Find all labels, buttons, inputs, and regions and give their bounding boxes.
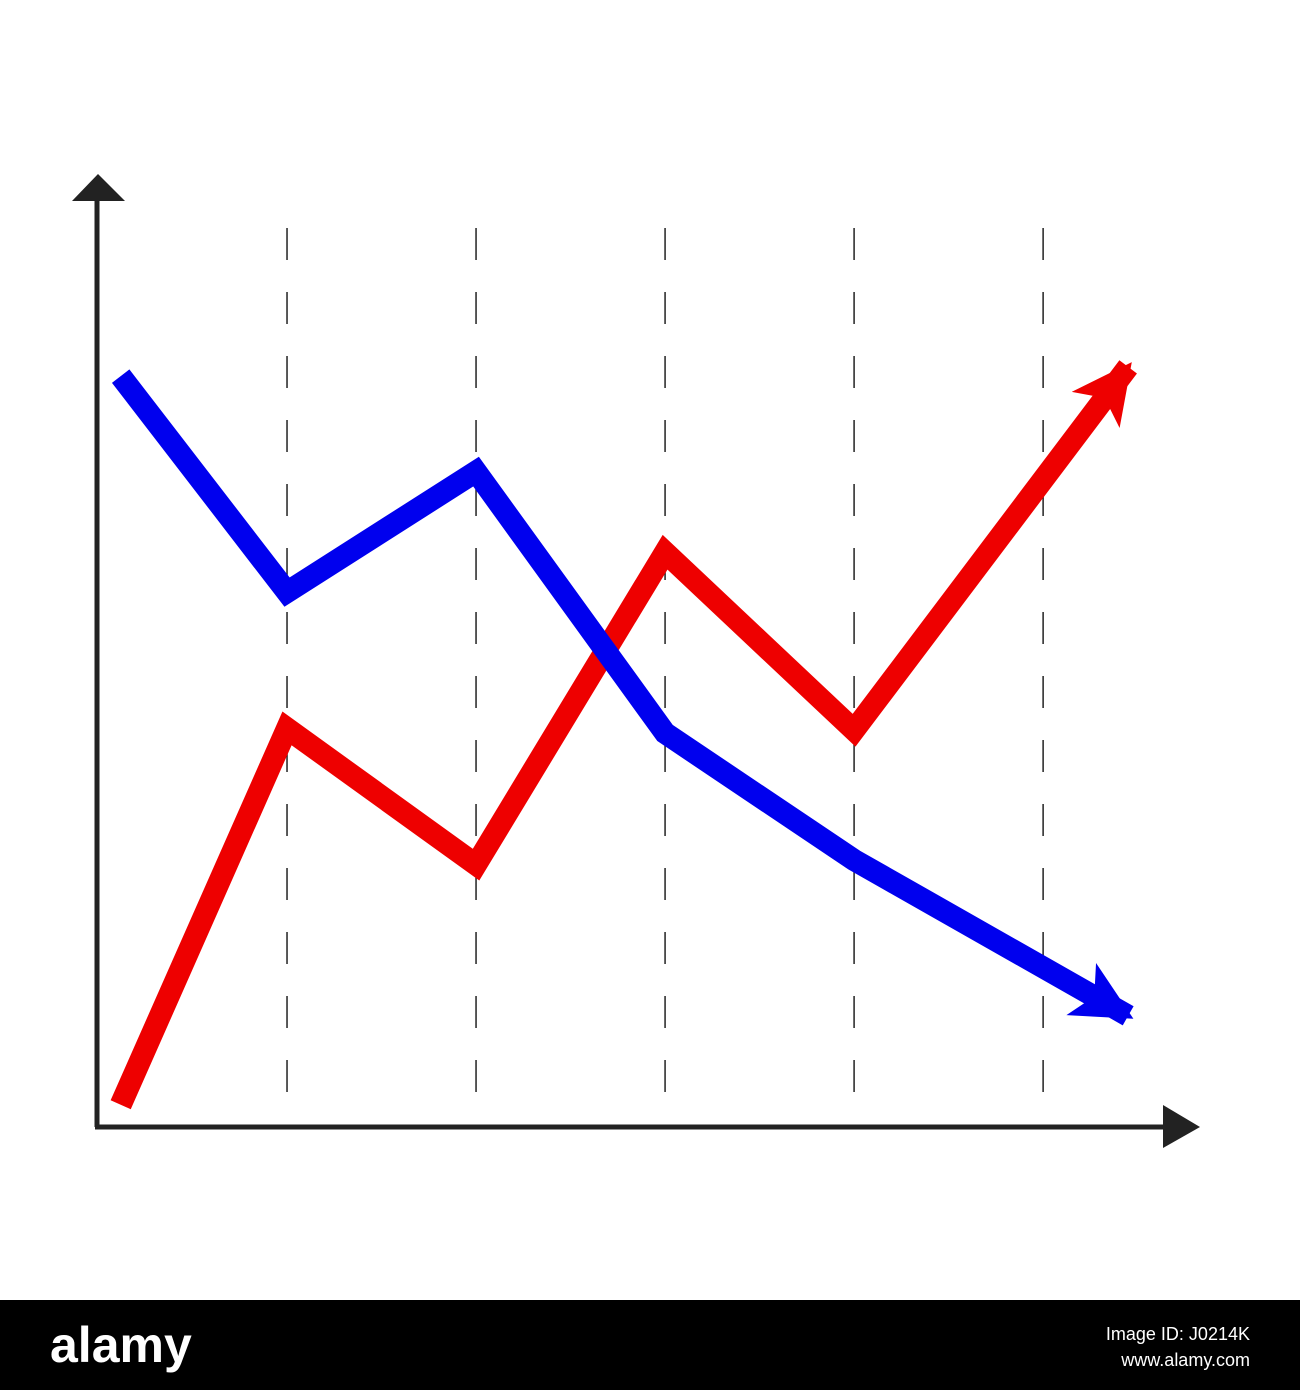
grid bbox=[286, 228, 1044, 1120]
image-id: Image ID: J0214K bbox=[1106, 1324, 1250, 1344]
plot bbox=[110, 360, 1137, 1110]
brand: alamy bbox=[50, 1317, 192, 1373]
x-axis-arrow bbox=[1163, 1105, 1200, 1148]
y-axis-arrow bbox=[72, 174, 125, 201]
series-line bbox=[110, 360, 1137, 1110]
series-line bbox=[111, 369, 1134, 1026]
footer-bar bbox=[0, 1300, 1300, 1390]
url: www.alamy.com bbox=[1120, 1350, 1250, 1370]
